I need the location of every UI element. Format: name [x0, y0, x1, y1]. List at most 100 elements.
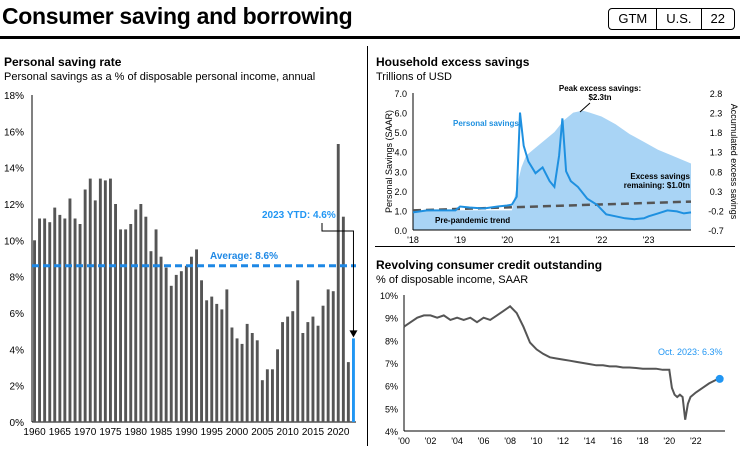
- y-tick-label: 0%: [10, 418, 25, 429]
- y-tick-label: 8%: [10, 273, 25, 284]
- x-tick-label: 1980: [125, 427, 148, 438]
- bar: [190, 256, 193, 422]
- x-tick-label: '04: [451, 436, 463, 446]
- y2-axis-label: Accumulated excess savings: [729, 104, 739, 220]
- bar: [235, 338, 239, 422]
- bar: [341, 216, 345, 422]
- x-tick-label: 2000: [226, 427, 249, 438]
- x-tick-label: '19: [454, 235, 466, 245]
- y-axis-label: Personal Savings (SAAR): [384, 110, 394, 213]
- y-tick-label: 14%: [4, 164, 24, 175]
- excess-savings-subtitle: Trillions of USD: [376, 71, 452, 83]
- y-tick-label: 18%: [4, 91, 24, 102]
- page-number-badge: 22: [700, 9, 734, 29]
- y-tick-label: 5%: [385, 404, 398, 414]
- x-tick-label: '20: [663, 436, 675, 446]
- x-tick-label: 2020: [327, 427, 350, 438]
- y-tick-label: 5.0: [394, 128, 407, 138]
- bar: [306, 322, 310, 422]
- x-tick-label: 1965: [49, 427, 72, 438]
- credit-title: Revolving consumer credit outstanding: [376, 258, 603, 272]
- bar: [78, 224, 82, 422]
- remaining-label-line1: Excess savings: [630, 172, 690, 181]
- bar: [58, 214, 62, 422]
- bar: [174, 274, 178, 422]
- gtm-badge: GTM: [618, 11, 648, 26]
- x-tick-label: '02: [425, 436, 437, 446]
- x-tick-label: '21: [548, 235, 560, 245]
- bar: [316, 325, 320, 422]
- y-tick-label: 16%: [4, 127, 24, 138]
- bar: [336, 144, 340, 422]
- average-label: Average: 8.6%: [210, 251, 278, 262]
- bar: [68, 198, 72, 422]
- bar: [245, 323, 249, 422]
- y-tick-label: 2%: [10, 382, 25, 393]
- x-tick-label: '12: [557, 436, 569, 446]
- y2-tick-label: 0.8: [710, 167, 723, 177]
- y-tick-label: 12%: [4, 200, 24, 211]
- x-tick-label: 1995: [201, 427, 224, 438]
- bar: [210, 296, 214, 422]
- bar: [195, 249, 198, 422]
- y-tick-label: 6%: [385, 382, 398, 392]
- bar: [276, 349, 279, 422]
- bar: [134, 209, 138, 422]
- bar: [321, 305, 325, 422]
- y2-tick-label: 2.8: [710, 89, 723, 99]
- excess-savings-chart: 0.0 1.0 2.0 3.0 4.0 5.0 6.0 7.0 -0.7 -0.2 0.3 0.8 1.…: [384, 85, 739, 245]
- y-tick-label: 2.0: [394, 187, 407, 197]
- bar: [169, 285, 173, 423]
- x-tick-label: 1990: [175, 427, 198, 438]
- bar: [93, 200, 97, 422]
- bar: [296, 280, 300, 422]
- bar: [265, 369, 269, 422]
- y2-tick-label: -0.2: [708, 206, 724, 216]
- y-tick-label: 6.0: [394, 109, 407, 119]
- bar: [255, 340, 259, 423]
- ytd-leader: [321, 223, 354, 333]
- saving-rate-subtitle: Personal savings as a % of disposable pe…: [4, 71, 316, 83]
- x-tick-label: '22: [690, 436, 702, 446]
- bar: [149, 251, 153, 422]
- bar: [184, 265, 188, 422]
- bar: [63, 218, 67, 422]
- bar: [240, 343, 244, 422]
- personal-savings-line: [412, 112, 692, 221]
- x-tick-label: '16: [610, 436, 622, 446]
- credit-chart: 4% 5% 6% 7% 8% 9% 10% '00 '02 '04 '06 '08 '10 '12 '14 '…: [380, 291, 725, 446]
- ytd-arrowhead: [349, 330, 358, 338]
- bar: [200, 280, 203, 422]
- bar: [48, 222, 52, 422]
- y-tick-label: 4.0: [394, 148, 407, 158]
- trend-line: [412, 200, 692, 212]
- bar: [103, 180, 107, 422]
- bar: [220, 309, 224, 422]
- y-tick-label: 6%: [10, 309, 25, 320]
- x-tick-label: '18: [407, 235, 419, 245]
- bar: [164, 267, 168, 422]
- title-rule: [0, 36, 740, 39]
- bar: [154, 229, 158, 422]
- x-tick-label: '06: [478, 436, 490, 446]
- x-tick-label: '08: [504, 436, 516, 446]
- bar: [159, 256, 163, 422]
- x-tick-label: 2015: [302, 427, 325, 438]
- x-tick-label: 2010: [277, 427, 300, 438]
- bar: [38, 218, 41, 422]
- x-tick-label: 1960: [23, 427, 46, 438]
- y2-tick-label: 1.8: [710, 128, 723, 138]
- y-tick-label: 9%: [385, 314, 398, 324]
- latest-label: Oct. 2023: 6.3%: [658, 347, 723, 357]
- remaining-label-line2: remaining: $1.0tn: [624, 181, 690, 190]
- bar: [139, 204, 143, 422]
- y2-tick-label: -0.7: [708, 226, 724, 236]
- x-tick-label: '22: [596, 235, 608, 245]
- right-panel-divider: [375, 246, 735, 247]
- bar: [124, 229, 128, 422]
- bar: [230, 327, 234, 422]
- latest-marker: [715, 374, 724, 383]
- ytd-label: 2023 YTD: 4.6%: [262, 210, 336, 221]
- bar: [179, 271, 183, 422]
- page-title: Consumer saving and borrowing: [2, 3, 353, 29]
